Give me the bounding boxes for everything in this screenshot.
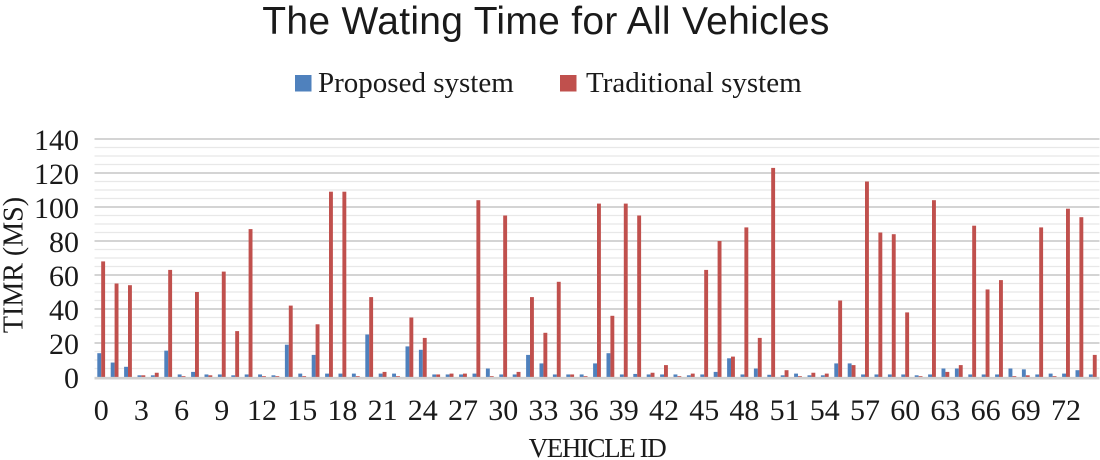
svg-text:18: 18 [327,394,357,427]
svg-text:51: 51 [770,394,800,427]
svg-text:0: 0 [94,394,109,427]
svg-text:30: 30 [488,394,518,427]
svg-text:63: 63 [930,394,960,427]
svg-text:0: 0 [64,362,79,395]
svg-text:27: 27 [448,394,478,427]
svg-text:54: 54 [810,394,840,427]
svg-text:36: 36 [569,394,599,427]
svg-text:The Wating Time for All Vehicl: The Wating Time for All Vehicles [262,0,829,43]
svg-text:3: 3 [134,394,149,427]
svg-text:40: 40 [49,294,79,327]
svg-text:9: 9 [214,394,229,427]
svg-text:21: 21 [368,394,398,427]
svg-text:140: 140 [34,124,79,157]
svg-text:24: 24 [408,394,438,427]
svg-text:66: 66 [971,394,1001,427]
svg-text:15: 15 [287,394,317,427]
svg-text:Proposed system: Proposed system [318,67,514,99]
svg-text:42: 42 [649,394,679,427]
svg-text:6: 6 [174,394,189,427]
svg-text:69: 69 [1011,394,1041,427]
svg-text:39: 39 [609,394,639,427]
svg-text:60: 60 [49,260,79,293]
svg-text:48: 48 [729,394,759,427]
svg-text:100: 100 [34,192,79,225]
svg-text:12: 12 [247,394,277,427]
svg-text:TIMR (MS): TIMR (MS) [0,197,30,333]
svg-text:45: 45 [689,394,719,427]
svg-text:57: 57 [850,394,880,427]
svg-text:20: 20 [49,328,79,361]
svg-text:72: 72 [1051,394,1081,427]
svg-text:120: 120 [34,158,79,191]
svg-text:Traditional system: Traditional system [586,67,802,99]
svg-text:33: 33 [528,394,558,427]
svg-text:60: 60 [890,394,920,427]
svg-text:80: 80 [49,226,79,259]
svg-text:VEHICLE ID: VEHICLE ID [529,433,667,460]
